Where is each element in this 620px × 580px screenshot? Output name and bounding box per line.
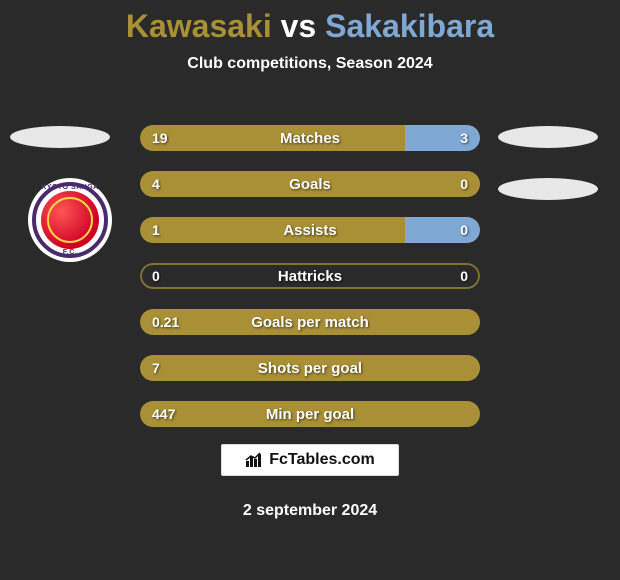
stat-label: Goals per match	[140, 309, 480, 335]
crest-text-bottom: F.C.	[28, 249, 112, 256]
footer-date: 2 september 2024	[0, 502, 620, 520]
watermark: FcTables.com	[221, 444, 399, 476]
crest-text-top: KYOTO SANGA	[28, 184, 112, 191]
side-ellipse	[498, 126, 598, 148]
side-ellipse	[498, 178, 598, 200]
watermark-text: FcTables.com	[269, 451, 375, 469]
stat-row: 10Assists	[140, 217, 480, 243]
chart-bars-icon	[245, 452, 265, 468]
stat-label: Assists	[140, 217, 480, 243]
stat-label: Goals	[140, 171, 480, 197]
crest-inner	[41, 191, 99, 249]
stat-row: 7Shots per goal	[140, 355, 480, 381]
stat-label: Shots per goal	[140, 355, 480, 381]
stat-row: 447Min per goal	[140, 401, 480, 427]
title-vs: vs	[272, 8, 325, 44]
comparison-title: Kawasaki vs Sakakibara	[0, 0, 620, 45]
stat-row: 193Matches	[140, 125, 480, 151]
stat-label: Hattricks	[140, 263, 480, 289]
comparison-subtitle: Club competitions, Season 2024	[0, 55, 620, 73]
stat-row: 40Goals	[140, 171, 480, 197]
stat-row: 00Hattricks	[140, 263, 480, 289]
side-ellipse	[10, 126, 110, 148]
title-player-right: Sakakibara	[325, 8, 494, 44]
title-player-left: Kawasaki	[126, 8, 272, 44]
stat-row: 0.21Goals per match	[140, 309, 480, 335]
club-crest: KYOTO SANGA F.C.	[28, 178, 112, 262]
stat-label: Min per goal	[140, 401, 480, 427]
stat-rows: 193Matches 40Goals 10Assists 00Hattricks 0.2…	[140, 125, 480, 447]
stat-label: Matches	[140, 125, 480, 151]
